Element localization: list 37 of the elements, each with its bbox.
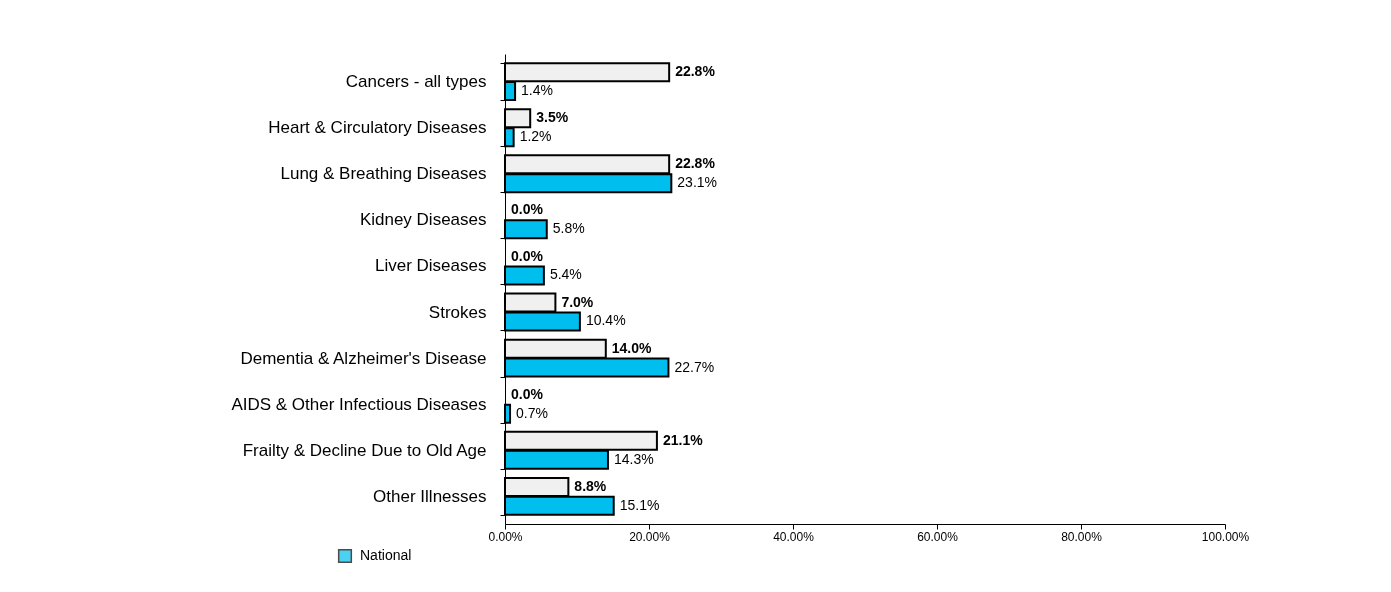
data-label: 15.1% [619,496,660,513]
x-tick-label: 100.00% [1201,529,1250,544]
data-label: 1.2% [519,128,552,145]
data-label: 5.4% [549,266,582,283]
data-label: 0.0% [511,201,544,218]
data-label: 22.8% [675,63,716,80]
data-label: 22.8% [675,155,716,172]
data-label: 3.5% [536,109,569,126]
data-label: 1.4% [521,82,553,99]
data-label: 0.7% [516,404,548,421]
x-tick-label: 40.00% [773,529,815,544]
x-tick-label: 0.00% [488,529,523,544]
y-tick-label: Strokes [428,302,487,322]
data-label: 7.0% [561,293,594,310]
data-label: 23.1% [677,174,718,191]
y-tick-label: Liver Diseases [375,256,487,276]
data-label: 0.0% [511,385,544,402]
y-tick-label: Frailty & Decline Due to Old Age [242,440,487,460]
data-label: 21.1% [662,431,704,448]
y-tick-label: Kidney Diseases [359,210,487,230]
x-tick-label: 80.00% [1061,529,1103,544]
data-label: 5.8% [552,220,585,237]
data-label: 22.7% [674,358,715,375]
data-label: 0.0% [511,247,544,264]
data-label: 14.3% [613,450,654,467]
data-label: 10.4% [585,312,626,329]
y-tick-label: Cancers - all types [345,72,487,92]
y-tick-label: Heart & Circulatory Diseases [268,118,487,138]
y-tick-label: Dementia & Alzheimer's Disease [240,348,487,368]
y-tick-label: Other Illnesses [373,486,487,506]
data-label: 8.8% [574,477,607,494]
x-tick-label: 60.00% [917,529,959,544]
y-tick-label: Lung & Breathing Diseases [280,164,487,184]
data-label: 14.0% [611,339,653,356]
x-tick-label: 20.00% [629,529,671,544]
legend-label: National [360,547,412,563]
y-tick-label: AIDS & Other Infectious Diseases [231,394,487,414]
